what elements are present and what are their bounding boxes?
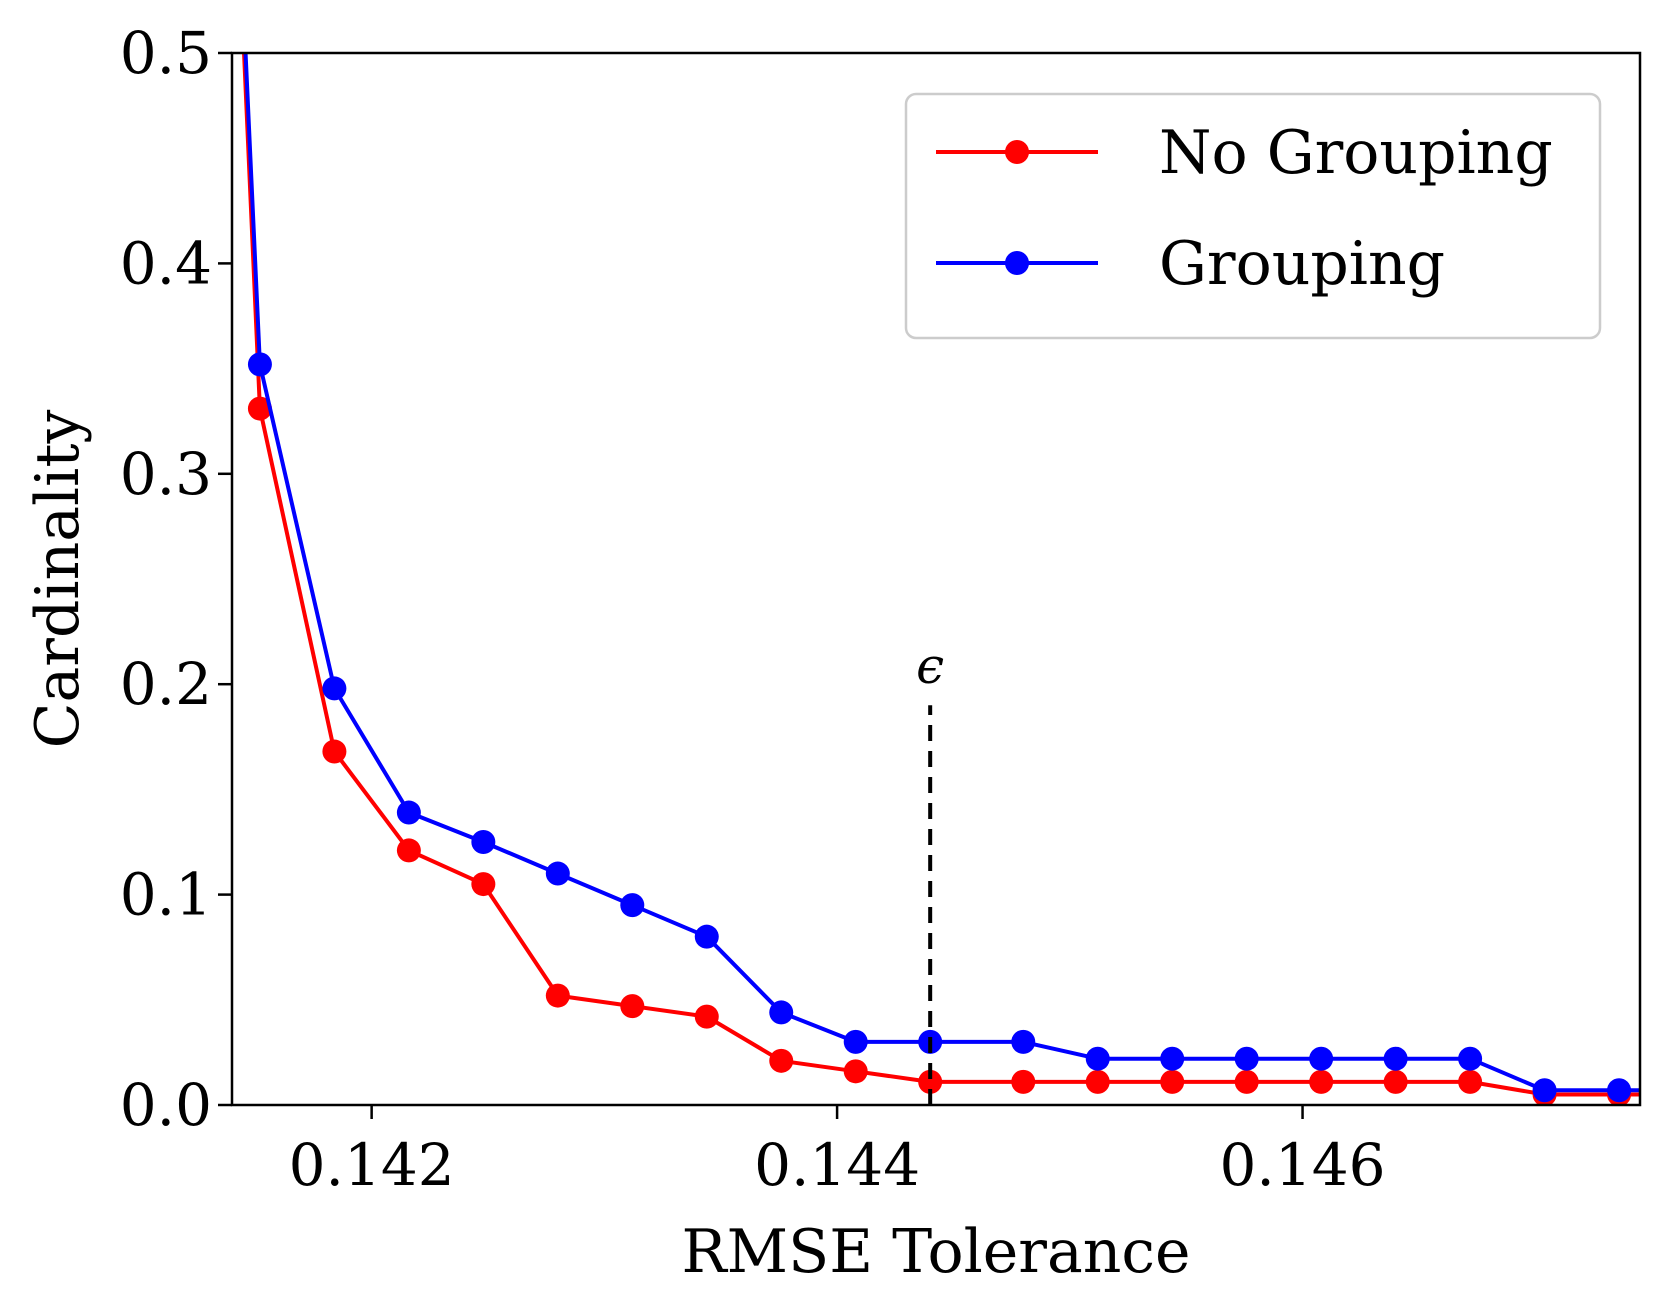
y-tick-label: 0.2 (120, 650, 212, 718)
data-point-grouping (769, 1000, 794, 1025)
x-tick-label: 0.146 (1220, 1131, 1386, 1199)
data-point-grouping (1383, 1046, 1408, 1071)
data-point-grouping (1607, 1078, 1632, 1103)
data-point-no-grouping (1309, 1069, 1334, 1094)
data-point-no-grouping (1160, 1069, 1185, 1094)
y-tick-label: 0.1 (120, 861, 212, 929)
y-tick-label: 0.0 (120, 1071, 212, 1139)
data-point-grouping (620, 893, 645, 918)
legend-marker-no-grouping (1005, 140, 1029, 164)
epsilon-label: ϵ (916, 637, 944, 695)
data-point-no-grouping (1383, 1069, 1408, 1094)
data-point-no-grouping (918, 1069, 943, 1094)
y-axis: 0.0 0.1 0.2 0.3 0.4 0.5 (120, 19, 232, 1139)
data-point-grouping (1532, 1078, 1557, 1103)
data-point-grouping (322, 676, 347, 701)
data-point-grouping (247, 352, 272, 377)
data-point-no-grouping (694, 1004, 719, 1029)
data-point-no-grouping (1234, 1069, 1259, 1094)
data-point-grouping (471, 830, 496, 854)
legend: No Grouping Grouping (904, 92, 1602, 340)
data-point-no-grouping (1458, 1069, 1483, 1094)
data-point-no-grouping (471, 872, 496, 897)
data-point-grouping (1011, 1029, 1036, 1054)
data-point-grouping (396, 800, 421, 825)
data-point-grouping (1309, 1046, 1334, 1071)
x-tick-label: 0.144 (754, 1131, 920, 1199)
legend-box (904, 92, 1602, 340)
data-point-no-grouping (247, 396, 272, 421)
data-point-no-grouping (1011, 1069, 1036, 1094)
data-point-grouping (1085, 1046, 1110, 1071)
data-point-no-grouping (620, 994, 645, 1019)
plot-frame (230, 51, 1642, 1107)
data-point-grouping (1234, 1046, 1259, 1071)
y-tick-label: 0.4 (120, 229, 212, 297)
y-axis-label: Cardinality (23, 410, 93, 749)
y-tick-label: 0.5 (120, 19, 212, 87)
data-point-grouping (1458, 1046, 1483, 1071)
legend-label-grouping: Grouping (1159, 229, 1445, 299)
data-point-no-grouping (769, 1048, 794, 1073)
data-point-no-grouping (545, 983, 570, 1008)
x-axis-label: RMSE Tolerance (682, 1217, 1191, 1287)
data-point-no-grouping (1085, 1069, 1110, 1094)
series-layer (242, 53, 1640, 1105)
annotation-layer: ϵ (916, 637, 944, 1105)
data-point-no-grouping (843, 1059, 868, 1084)
data-point-no-grouping (322, 739, 347, 764)
data-point-grouping (694, 924, 719, 949)
data-point-grouping (1160, 1046, 1185, 1071)
x-tick-label: 0.142 (289, 1131, 455, 1199)
data-point-grouping (545, 861, 570, 886)
y-tick-label: 0.3 (120, 440, 212, 508)
data-point-no-grouping (396, 838, 421, 863)
legend-label-no-grouping: No Grouping (1159, 118, 1553, 188)
legend-marker-grouping (1005, 251, 1029, 275)
x-axis: 0.142 0.144 0.146 (289, 1105, 1386, 1199)
data-point-grouping (843, 1029, 868, 1054)
